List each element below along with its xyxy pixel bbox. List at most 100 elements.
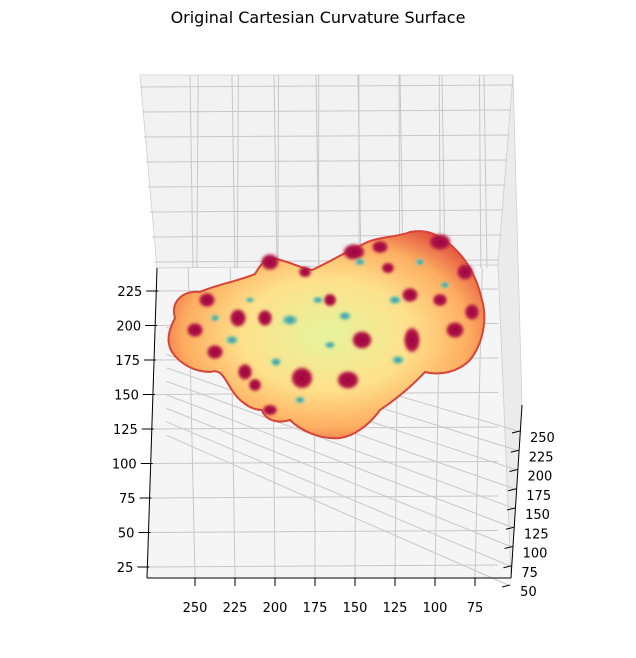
low-curvature-spot-9 [294,396,306,404]
y-tick-mark-7 [503,565,512,569]
low-curvature-spot-12 [324,341,336,349]
y-tick-mark-8 [502,584,511,588]
grid-z-6 [149,495,499,499]
y-tick-mark-1 [510,449,519,453]
grid-back-h-3 [145,159,508,163]
low-curvature-spot-10 [210,314,220,322]
grid-back-v-7 [483,74,488,269]
z-tick-label-4: 125 [113,423,138,438]
x-tick-label-3: 175 [303,601,328,616]
high-curvature-spot-9 [186,322,204,338]
low-curvature-spot-5 [270,357,282,367]
y-tick-label-0: 250 [530,431,555,446]
surface-body [167,230,486,440]
high-curvature-spot-11 [432,293,448,307]
axis-ticks: 225 200 175 150 125 100 75 50 25 250 225 200 175 150 1… [112,285,555,616]
high-curvature-spot-13 [351,330,373,350]
z-tick-label-3: 150 [114,389,139,404]
high-curvature-spot-18 [206,344,224,360]
grid-back-h-1 [141,109,512,113]
grid-back-v-0 [189,74,194,269]
z-tick-label-8: 25 [117,561,134,576]
y-tick-label-6: 100 [523,547,548,562]
high-curvature-spot-5 [298,266,312,278]
high-curvature-spot-23 [248,378,262,392]
high-curvature-spot-12 [403,326,421,354]
low-curvature-spot-4 [225,335,239,345]
x-tick-label-2: 200 [263,601,288,616]
back-pane [139,74,514,269]
grid-y-4 [166,380,514,509]
y-tick-mark-6 [504,546,513,549]
x-tick-label-4: 150 [343,601,368,616]
grid-back-v-1 [231,74,236,269]
high-curvature-spot-19 [237,363,253,381]
high-curvature-spot-2 [428,233,452,251]
z-axis-line [146,267,158,579]
y-tick-mark-5 [505,526,514,530]
high-curvature-spot-7 [257,309,273,327]
high-curvature-spot-16 [262,404,278,416]
high-curvature-spot-20 [464,303,480,321]
high-curvature-spot-4 [371,240,389,254]
low-curvature-spot-6 [391,355,405,365]
low-curvature-spot-7 [354,258,366,266]
z-tick-label-2: 175 [115,354,140,369]
high-curvature-spot-1 [342,243,366,261]
x-tick-label-5: 125 [383,601,408,616]
high-curvature-spot-3 [456,263,474,281]
grid-back-h-2 [143,134,510,138]
z-tick-label-5: 100 [112,458,137,473]
y-tick-label-7: 75 [521,566,538,581]
grid-x-back-0 [196,74,199,269]
low-curvature-spot-11 [440,281,450,289]
low-curvature-spot-0 [281,314,299,326]
grid-z-7 [148,530,499,533]
grid-back-h-5 [149,209,504,213]
high-curvature-spot-15 [336,370,360,390]
high-curvature-spot-10 [401,287,419,303]
high-curvature-spot-14 [290,366,314,390]
low-curvature-spot-8 [415,258,425,266]
z-tick-label-1: 200 [116,320,141,335]
y-tick-mark-0 [511,430,521,434]
y-tick-label-3: 175 [526,489,551,504]
low-curvature-spot-13 [245,297,255,303]
grid-y-5 [166,394,513,528]
chart-title: Original Cartesian Curvature Surface [170,8,466,27]
y-tick-label-2: 200 [528,470,553,485]
grid-back-h-0 [139,84,514,88]
high-curvature-spot-6 [198,292,216,308]
high-curvature-spot-8 [229,308,247,328]
y-tick-mark-3 [508,488,517,492]
y-tick-label-5: 125 [524,527,549,542]
y-tick-label-4: 150 [525,508,550,523]
low-curvature-spot-1 [338,311,352,321]
z-tick-label-0: 225 [117,285,142,300]
high-curvature-spot-17 [445,321,465,339]
curvature-surface [167,230,486,440]
grid-x-back-1 [236,74,239,269]
low-curvature-spot-2 [388,295,402,305]
high-curvature-spot-0 [260,253,280,271]
high-curvature-spot-22 [381,262,395,274]
z-tick-label-6: 75 [119,492,136,507]
grid-z-8 [147,564,499,568]
x-tick-label-0: 250 [183,601,208,616]
y-tick-mark-4 [506,507,516,511]
y-axis-line [510,404,523,579]
low-curvature-spot-3 [312,296,324,304]
axis-lines [146,267,523,579]
x-tick-label-7: 75 [467,601,484,616]
grid-back-h-4 [147,184,506,188]
grid-z-5 [150,461,499,464]
x-tick-label-6: 100 [423,601,448,616]
y-tick-label-1: 225 [529,450,554,465]
x-tick-label-1: 225 [223,601,248,616]
y-tick-label-8: 50 [520,585,537,600]
y-tick-mark-2 [509,469,518,472]
grid-y-8 [165,434,509,586]
high-curvature-spot-21 [323,293,337,307]
grid-x-back-7 [478,74,482,269]
